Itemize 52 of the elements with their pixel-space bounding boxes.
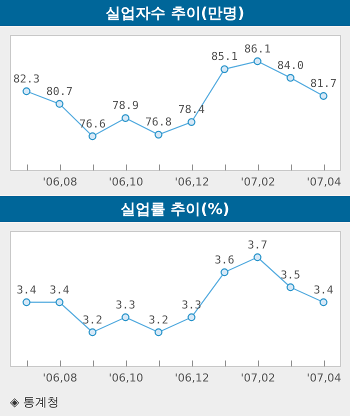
point bbox=[154, 328, 162, 336]
text: ◈ 통계청 bbox=[9, 394, 60, 411]
data-label: 84.0 bbox=[277, 58, 304, 72]
data-label: 82.3 bbox=[13, 72, 40, 86]
x-tick-label: '06,08 bbox=[42, 176, 78, 188]
data-label: 3.3 bbox=[182, 298, 202, 312]
data-label: 3.4 bbox=[314, 283, 334, 296]
data-label: 85.1 bbox=[211, 50, 238, 64]
data-label: 3.4 bbox=[16, 283, 37, 296]
point bbox=[220, 65, 228, 74]
point bbox=[220, 268, 228, 276]
point bbox=[88, 132, 96, 140]
point bbox=[254, 57, 262, 66]
point bbox=[122, 313, 130, 322]
x-tick-label: '06,10 bbox=[108, 176, 144, 188]
point bbox=[188, 118, 196, 126]
x-tick-label: '07,02 bbox=[240, 176, 276, 188]
data-label: 76.6 bbox=[79, 117, 106, 130]
data-label: 78.9 bbox=[112, 99, 139, 112]
data-label: 3.7 bbox=[248, 238, 268, 252]
data-label: 3.2 bbox=[82, 313, 102, 326]
point bbox=[286, 283, 294, 292]
point bbox=[122, 114, 130, 122]
point bbox=[320, 298, 328, 306]
data-label: 80.7 bbox=[46, 84, 73, 98]
x-tick-label: '07,04 bbox=[306, 372, 342, 384]
x-tick-label: '06,08 bbox=[42, 372, 78, 384]
data-label: 86.1 bbox=[244, 42, 271, 56]
data-label: 3.2 bbox=[148, 313, 168, 326]
data-label: 3.6 bbox=[214, 253, 234, 266]
point bbox=[56, 298, 64, 306]
data-label: 81.7 bbox=[310, 76, 337, 90]
point bbox=[22, 298, 30, 306]
x-tick-label: '07,02 bbox=[240, 372, 276, 384]
data-label: 76.8 bbox=[145, 116, 172, 129]
x-tick-label: '06,12 bbox=[174, 176, 210, 188]
point bbox=[254, 253, 262, 262]
data-label: 3.3 bbox=[116, 298, 136, 312]
point bbox=[286, 74, 294, 82]
point bbox=[320, 92, 328, 100]
point bbox=[154, 130, 162, 139]
x-tick-label: '06,10 bbox=[108, 372, 144, 384]
x-tick-label: '06,12 bbox=[174, 372, 210, 384]
point bbox=[188, 313, 196, 322]
point bbox=[22, 87, 30, 96]
point bbox=[88, 328, 96, 336]
data-label: 3.4 bbox=[50, 283, 70, 296]
data-label: 3.5 bbox=[280, 268, 300, 282]
chart-title: 실업자수 추이(만명) bbox=[0, 0, 350, 26]
chart-title: 실업률 추이(%) bbox=[0, 196, 350, 222]
point bbox=[56, 100, 64, 108]
x-tick-label: '07,04 bbox=[306, 176, 342, 188]
